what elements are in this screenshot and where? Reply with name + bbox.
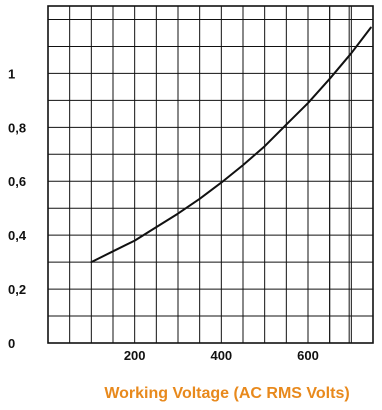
x-axis-ticks: 200 400 600 — [124, 348, 319, 363]
y-tick-label: 0,4 — [8, 228, 27, 243]
x-axis-label: Working Voltage (AC RMS Volts) — [104, 385, 349, 402]
y-tick-label: 0,8 — [8, 120, 26, 135]
y-axis-ticks: 0 0,2 0,4 0,6 0,8 1 — [8, 66, 27, 351]
series-layer — [90, 26, 372, 264]
y-tick-label: 1 — [8, 66, 15, 81]
x-tick-label: 200 — [124, 348, 146, 363]
plot-frame — [47, 5, 374, 344]
grid — [47, 5, 374, 344]
y-tick-label: 0,6 — [8, 174, 26, 189]
x-tick-label: 600 — [297, 348, 319, 363]
x-tick-label: 400 — [210, 348, 232, 363]
y-tick-label: 0 — [8, 336, 15, 351]
y-tick-label: 0,2 — [8, 282, 26, 297]
series-line-0 — [90, 26, 372, 264]
